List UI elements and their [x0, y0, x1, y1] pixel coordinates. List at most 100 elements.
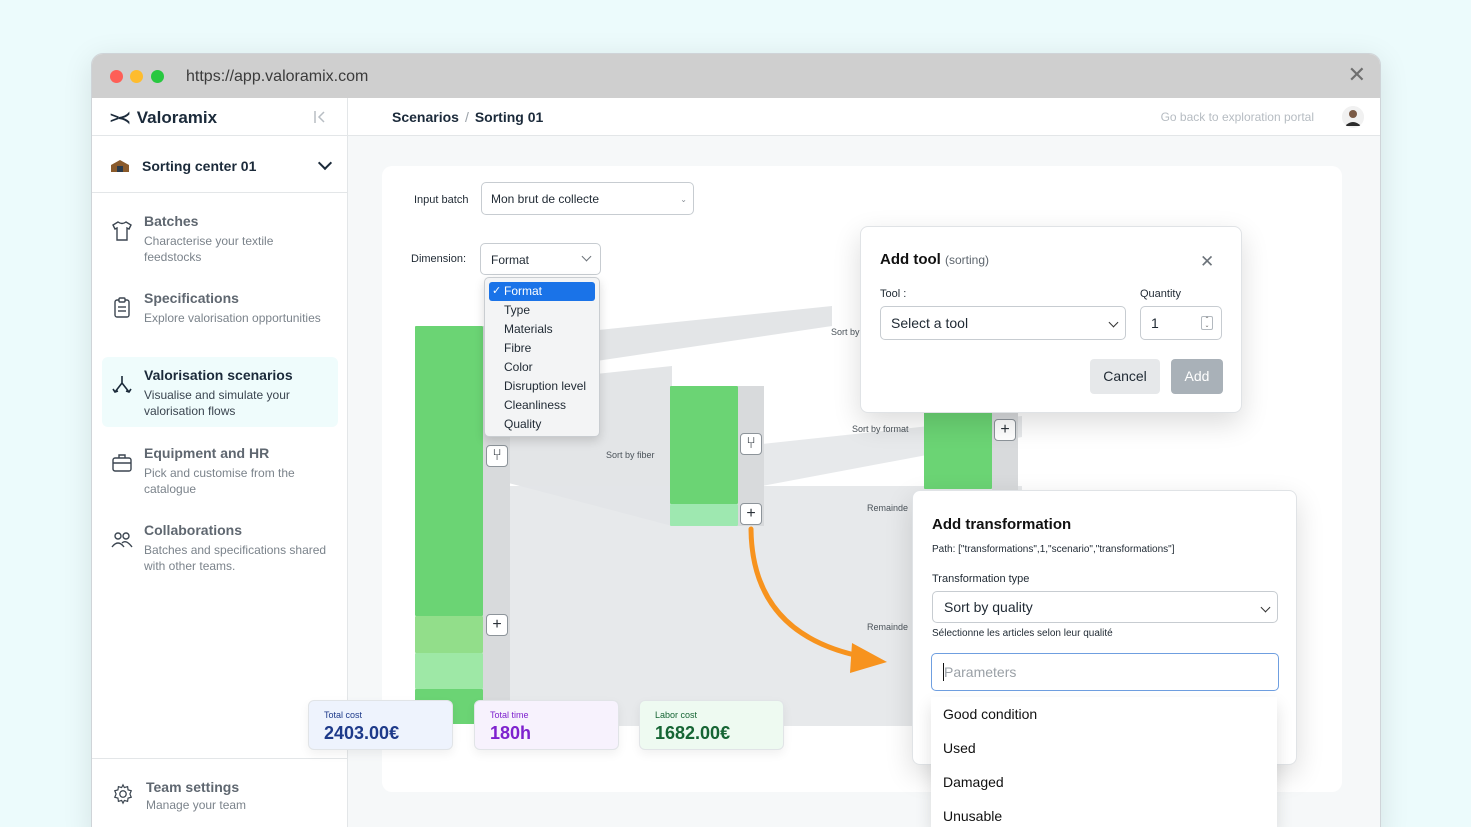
stat-label: Total cost — [324, 710, 363, 720]
sankey-node[interactable] — [415, 326, 483, 616]
tshirt-icon — [112, 221, 132, 241]
flow-label: Sort by — [831, 327, 860, 337]
add-tool-modal: Add tool (sorting) ✕ Tool : Quantity Sel… — [860, 226, 1242, 413]
sidebar-item-specifications[interactable]: Specifications Explore valorisation oppo… — [102, 280, 338, 350]
input-batch-value: Mon brut de collecte — [491, 192, 600, 206]
sidebar: >≺ Valoramix Sorting center 01 Batches C… — [92, 98, 348, 827]
sidebar-item-collaborations[interactable]: Collaborations Batches and specification… — [102, 512, 338, 582]
parameter-option[interactable]: Unusable — [943, 808, 1003, 824]
breadcrumb: Scenarios / Sorting 01 — [392, 109, 543, 125]
parameters-options-list: Good condition Used Damaged Unusable — [931, 697, 1277, 827]
sorting-center-name: Sorting center 01 — [142, 158, 257, 174]
app-logo[interactable]: >≺ Valoramix — [110, 108, 217, 128]
collapse-sidebar-icon[interactable] — [312, 108, 330, 126]
divider — [92, 192, 347, 193]
parameters-placeholder: Parameters — [944, 664, 1017, 680]
stat-label: Labor cost — [655, 710, 698, 720]
flow-label: Remainde — [867, 622, 909, 632]
close-icon[interactable]: ✕ — [1200, 252, 1215, 271]
transformation-type-select[interactable]: Sort by quality — [932, 591, 1278, 623]
dimension-option[interactable]: Fibre — [504, 341, 532, 355]
chevron-down-icon — [581, 251, 592, 262]
dimension-option[interactable]: Disruption level — [504, 379, 587, 393]
dimension-option[interactable]: Color — [504, 360, 533, 374]
dimension-option[interactable]: Cleanliness — [504, 398, 567, 412]
sidebar-item-valorisation-scenarios[interactable]: Valorisation scenarios Visualise and sim… — [102, 357, 338, 427]
window-minimize-dot[interactable] — [130, 70, 143, 83]
window-close-dot[interactable] — [110, 70, 123, 83]
add-tool-title-text: Add tool — [880, 251, 941, 268]
dimension-option[interactable]: Type — [504, 303, 531, 317]
split-node-button[interactable]: ⑂ — [486, 445, 508, 467]
nav-desc: Pick and customise from the catalogue — [144, 466, 295, 496]
dimension-option[interactable]: Materials — [504, 322, 553, 336]
parameter-option[interactable]: Damaged — [943, 774, 1004, 790]
stepper-arrows-icon[interactable]: ⌃ ⌄ — [1201, 316, 1213, 330]
clipboard-icon — [114, 297, 130, 318]
stat-value: 1682.00€ — [655, 723, 731, 743]
quantity-stepper[interactable]: 1 ⌃ ⌄ — [1140, 306, 1222, 340]
dimension-select[interactable]: Format — [480, 243, 601, 275]
avatar[interactable] — [1342, 106, 1364, 128]
app-name: Valoramix — [136, 108, 218, 127]
total-time-card: Total time 180h — [474, 700, 619, 750]
back-to-portal-link[interactable]: Go back to exploration portal — [1160, 110, 1314, 124]
dimension-option[interactable]: ✓ Format — [489, 282, 595, 301]
parameters-input[interactable]: Parameters — [931, 653, 1279, 691]
close-icon[interactable]: ✕ — [1347, 62, 1366, 87]
nav-desc: Visualise and simulate your valorisation… — [144, 388, 290, 418]
transformation-type-value: Sort by quality — [944, 599, 1033, 615]
breadcrumb-separator: / — [464, 109, 469, 125]
tool-select[interactable]: Select a tool — [880, 306, 1126, 340]
breadcrumb-current: Sorting 01 — [474, 109, 544, 125]
add-tool-title: Add tool (sorting) — [880, 251, 989, 268]
chevron-down-icon: ⌄ — [680, 195, 687, 204]
stat-value: 180h — [490, 723, 532, 743]
parameter-option[interactable]: Used — [943, 740, 976, 756]
warehouse-icon — [111, 160, 129, 172]
stat-value: 2403.00€ — [324, 723, 400, 743]
sankey-node[interactable] — [415, 653, 483, 689]
transformation-type-label: Transformation type — [932, 573, 1030, 585]
sankey-node[interactable] — [670, 504, 738, 526]
quantity-label: Quantity — [1140, 288, 1181, 300]
nav-desc: Characterise your textile feedstocks — [144, 234, 274, 264]
orange-arrow-icon — [748, 526, 887, 673]
team-settings-title: Team settings — [146, 779, 240, 795]
team-settings[interactable]: Team settings Manage your team — [92, 758, 347, 827]
add-button[interactable]: Add — [1171, 359, 1223, 394]
input-batch-select[interactable]: Mon brut de collecte ⌄ — [481, 182, 694, 215]
add-node-button[interactable]: + — [740, 503, 762, 525]
add-node-button[interactable]: + — [994, 419, 1016, 441]
sidebar-item-batches[interactable]: Batches Characterise your textile feedst… — [102, 203, 338, 273]
dimension-value: Format — [491, 253, 530, 267]
gear-icon — [113, 783, 133, 805]
breadcrumb-scenarios[interactable]: Scenarios — [392, 109, 459, 125]
address-bar[interactable]: https://app.valoramix.com — [186, 68, 369, 85]
sankey-node[interactable] — [670, 386, 738, 504]
text-cursor — [943, 663, 944, 681]
add-node-button[interactable]: + — [486, 614, 508, 636]
dimension-label: Dimension: — [411, 253, 467, 265]
flow-label: Sort by format — [852, 424, 909, 434]
sorting-center-selector[interactable]: Sorting center 01 — [110, 154, 333, 178]
window-maximize-dot[interactable] — [151, 70, 164, 83]
split-node-button[interactable]: ⑂ — [740, 433, 762, 455]
sankey-node[interactable] — [415, 616, 483, 653]
flow-label: Sort by fiber — [606, 450, 655, 460]
divider — [92, 135, 347, 136]
node-rail — [738, 386, 764, 526]
input-batch-label: Input batch — [414, 194, 469, 206]
chevron-down-icon — [1108, 317, 1119, 328]
nav-desc: Explore valorisation opportunities — [144, 311, 321, 325]
dimension-option[interactable]: Quality — [504, 417, 542, 431]
parameter-option[interactable]: Good condition — [943, 706, 1038, 722]
sidebar-item-equipment-hr[interactable]: Equipment and HR Pick and customise from… — [102, 435, 338, 505]
nav-title: Equipment and HR — [144, 445, 270, 461]
cancel-button[interactable]: Cancel — [1090, 359, 1160, 394]
nav-title: Collaborations — [144, 522, 243, 538]
sankey-node[interactable] — [924, 411, 992, 489]
labor-cost-card: Labor cost 1682.00€ — [639, 700, 784, 750]
briefcase-icon — [112, 454, 132, 472]
stat-label: Total time — [490, 710, 529, 720]
